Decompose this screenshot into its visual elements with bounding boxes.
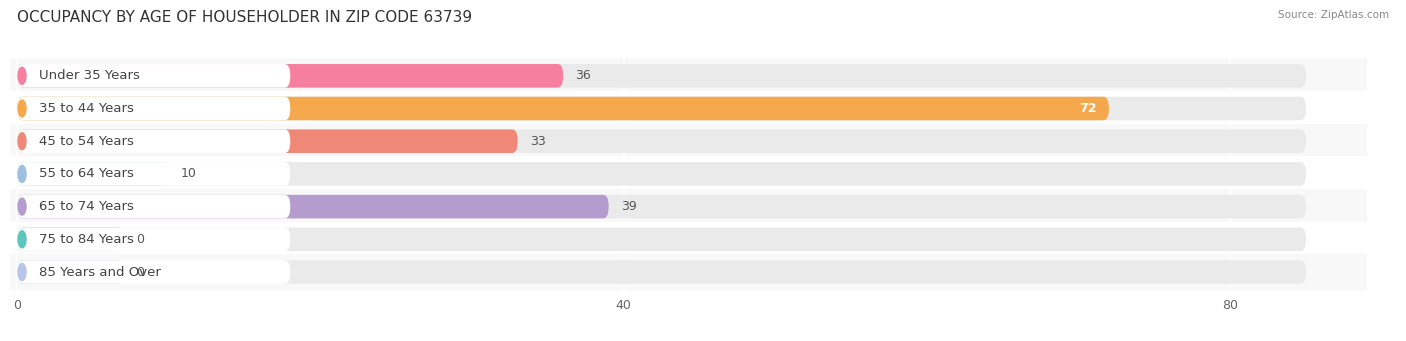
FancyBboxPatch shape <box>17 162 290 186</box>
FancyBboxPatch shape <box>17 195 290 218</box>
Text: 10: 10 <box>181 167 197 180</box>
Text: OCCUPANCY BY AGE OF HOUSEHOLDER IN ZIP CODE 63739: OCCUPANCY BY AGE OF HOUSEHOLDER IN ZIP C… <box>17 10 472 25</box>
FancyBboxPatch shape <box>17 130 290 153</box>
FancyBboxPatch shape <box>17 260 290 284</box>
FancyBboxPatch shape <box>17 227 290 251</box>
FancyBboxPatch shape <box>17 64 1306 88</box>
FancyBboxPatch shape <box>3 123 1398 159</box>
Text: 55 to 64 Years: 55 to 64 Years <box>39 167 134 180</box>
FancyBboxPatch shape <box>17 227 124 251</box>
Circle shape <box>18 133 25 150</box>
FancyBboxPatch shape <box>17 97 1306 120</box>
Text: 85 Years and Over: 85 Years and Over <box>39 266 160 279</box>
FancyBboxPatch shape <box>3 58 1398 93</box>
Text: 75 to 84 Years: 75 to 84 Years <box>39 233 134 246</box>
FancyBboxPatch shape <box>17 260 124 284</box>
Text: 39: 39 <box>621 200 637 213</box>
FancyBboxPatch shape <box>17 97 1109 120</box>
FancyBboxPatch shape <box>3 189 1398 224</box>
FancyBboxPatch shape <box>3 91 1398 126</box>
FancyBboxPatch shape <box>3 156 1398 192</box>
Text: 65 to 74 Years: 65 to 74 Years <box>39 200 134 213</box>
FancyBboxPatch shape <box>17 195 1306 218</box>
Text: 0: 0 <box>135 233 143 246</box>
FancyBboxPatch shape <box>17 130 517 153</box>
Circle shape <box>18 264 25 281</box>
Circle shape <box>18 100 25 117</box>
FancyBboxPatch shape <box>17 64 564 88</box>
Text: 36: 36 <box>575 69 591 82</box>
FancyBboxPatch shape <box>17 130 1306 153</box>
Text: 33: 33 <box>530 135 546 148</box>
FancyBboxPatch shape <box>17 162 169 186</box>
Circle shape <box>18 67 25 84</box>
Text: Under 35 Years: Under 35 Years <box>39 69 139 82</box>
Text: 0: 0 <box>135 266 143 279</box>
Text: 35 to 44 Years: 35 to 44 Years <box>39 102 134 115</box>
Text: 72: 72 <box>1080 102 1097 115</box>
Circle shape <box>18 198 25 215</box>
FancyBboxPatch shape <box>3 254 1398 290</box>
FancyBboxPatch shape <box>17 97 290 120</box>
FancyBboxPatch shape <box>3 222 1398 257</box>
FancyBboxPatch shape <box>17 195 609 218</box>
Circle shape <box>18 231 25 248</box>
FancyBboxPatch shape <box>17 64 290 88</box>
FancyBboxPatch shape <box>17 260 1306 284</box>
Text: 45 to 54 Years: 45 to 54 Years <box>39 135 134 148</box>
FancyBboxPatch shape <box>17 162 1306 186</box>
Circle shape <box>18 165 25 182</box>
FancyBboxPatch shape <box>17 227 1306 251</box>
Text: Source: ZipAtlas.com: Source: ZipAtlas.com <box>1278 10 1389 20</box>
